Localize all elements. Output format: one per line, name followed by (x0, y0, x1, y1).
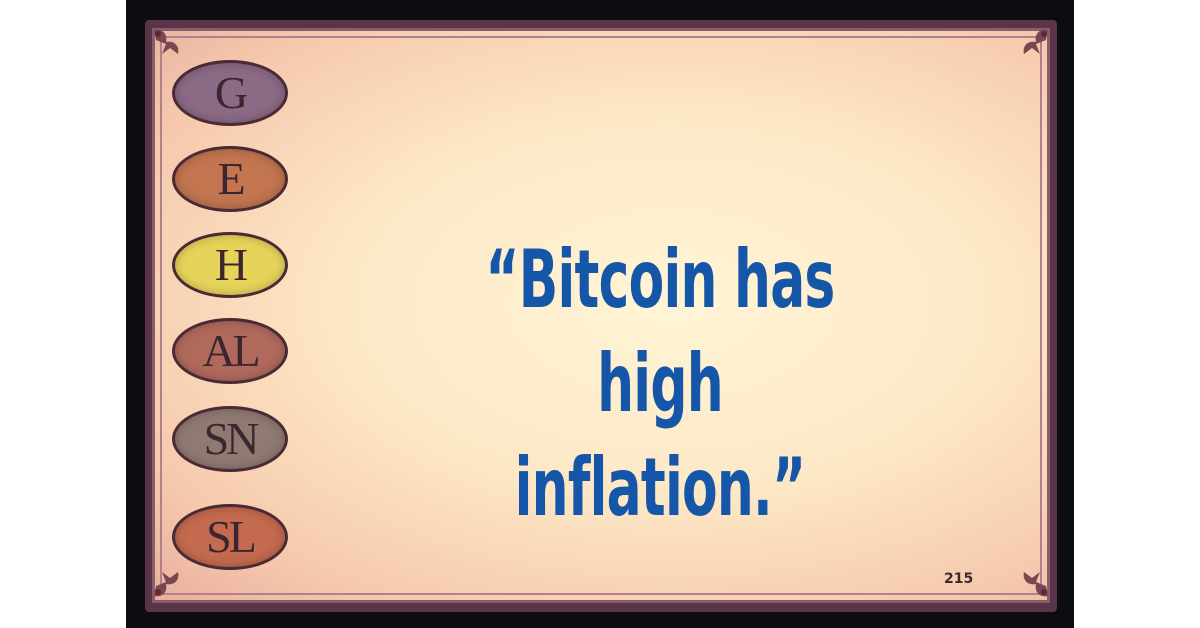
quote-line-1: “Bitcoin has high (485, 233, 835, 430)
oval-label: H (214, 239, 248, 290)
card-inner-rule (160, 36, 1042, 595)
oval-label: SN (203, 413, 260, 464)
quote-line-2: inflation.” (514, 441, 806, 534)
oval-e: E (172, 146, 288, 212)
oval-al: AL (172, 318, 288, 384)
oval-h: H (172, 232, 288, 298)
oval-label: AL (202, 325, 260, 376)
corner-ornament-icon (1008, 556, 1054, 602)
corner-ornament-icon (148, 24, 194, 70)
oval-label: G (214, 67, 248, 118)
card-quote: “Bitcoin has high inflation.” (430, 228, 891, 540)
oval-sn: SN (172, 406, 288, 472)
corner-ornament-icon (148, 556, 194, 602)
oval-g: G (172, 60, 288, 126)
page-number: 215 (944, 571, 974, 587)
oval-label: SL (206, 511, 257, 562)
oval-label: E (217, 153, 245, 204)
corner-ornament-icon (1008, 24, 1054, 70)
card-face (152, 28, 1050, 603)
oval-sl: SL (172, 504, 288, 570)
